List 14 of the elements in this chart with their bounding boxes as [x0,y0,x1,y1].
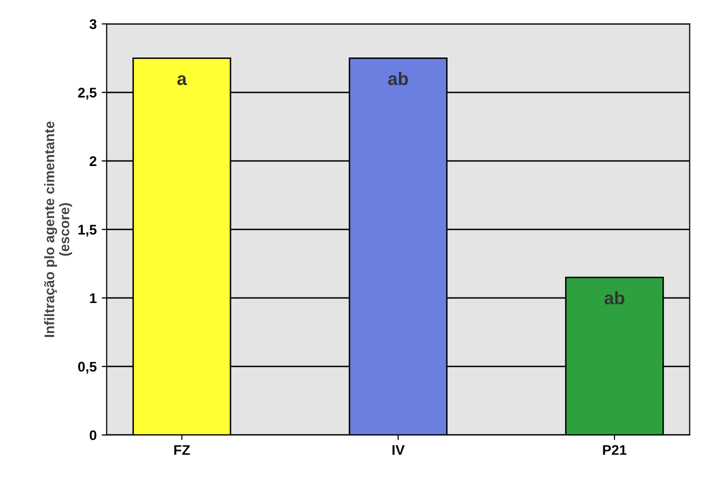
x-tick-label: FZ [174,445,190,455]
y-tick-label: 1 [90,293,97,303]
y-tick-label: 1,5 [78,224,97,237]
x-tick-label: IV [392,445,405,455]
y-tick-label: 2,5 [78,88,97,100]
y-axis-title: Infiltração plo agente cimentante (escore) [44,121,72,337]
y-tick-label: 3 [90,19,96,30]
x-tick-label: P21 [603,445,626,455]
y-tick-label: 2 [90,156,96,166]
y-tick-label: 0 [90,430,96,440]
data-label: ab [604,291,624,304]
data-label: ab [388,72,408,86]
data-label: a [177,75,187,86]
y-tick-label: 0,5 [78,362,97,374]
